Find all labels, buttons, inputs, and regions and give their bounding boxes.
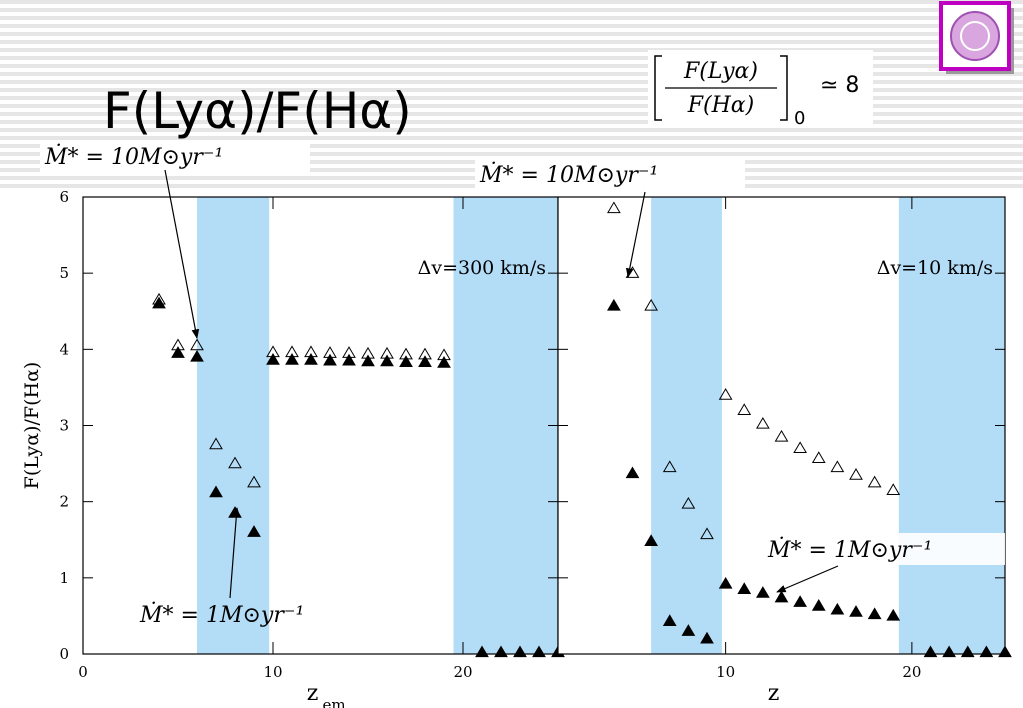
annotation-arrow: [625, 191, 646, 278]
annotations: Ṁ* = 10M⊙yr⁻¹ Ṁ* = 1M⊙yr⁻¹ Ṁ* = 10M⊙yr⁻¹…: [40, 140, 1005, 628]
panel-label: Δv=300 km/s: [418, 257, 546, 279]
data-point: [793, 441, 807, 454]
y-tick-label: 3: [59, 417, 69, 435]
data-point: [152, 296, 166, 309]
data-point: [942, 645, 956, 658]
data-point: [718, 576, 733, 589]
data-point: [644, 298, 658, 311]
data-point: [718, 388, 733, 400]
data-point: [247, 525, 261, 537]
shaded-band: [651, 197, 722, 654]
annotation-arrow: [229, 507, 241, 599]
data-point: [886, 608, 901, 621]
annotation: Ṁ* = 1M⊙yr⁻¹: [139, 601, 304, 628]
shaded-band: [453, 197, 558, 654]
x-tick-label: 20: [453, 663, 472, 681]
data-point: [190, 349, 204, 362]
formula: F(Lyα) F(Hα) 0 ≃ 8: [648, 50, 873, 129]
x-tick-label: 10: [263, 663, 282, 681]
shaded-band: [197, 197, 270, 654]
data-point: [342, 353, 356, 366]
data-point: [625, 466, 640, 479]
data-point: [513, 645, 527, 658]
data-point: [662, 614, 677, 626]
shaded-band: [898, 197, 1005, 654]
data-point: [247, 475, 261, 488]
data-point: [681, 624, 696, 636]
data-point: [607, 298, 621, 311]
data-point: [737, 582, 752, 594]
data-point: [700, 527, 714, 540]
y-tick-label: 1: [59, 569, 69, 587]
x-tick-label: 10: [716, 663, 735, 681]
data-point: [361, 354, 375, 367]
formula-numerator: F(Lyα): [683, 59, 758, 84]
data-point: [793, 595, 807, 607]
y-tick-label: 4: [59, 340, 69, 358]
y-tick-label: 2: [59, 493, 69, 511]
data-point: [266, 353, 280, 365]
data-point: [756, 416, 770, 429]
panel-label: Δv=10 km/s: [877, 257, 993, 279]
annotation: Ṁ* = 1M⊙yr⁻¹: [767, 536, 932, 563]
formula-subscript: 0: [794, 108, 805, 129]
x-axis-label-sub: em: [323, 696, 346, 708]
data-point: [737, 403, 752, 415]
data-point: [475, 645, 489, 658]
data-point: [774, 429, 789, 442]
slide-title: F(Lyα)/F(Hα): [103, 82, 412, 140]
data-point: [867, 475, 882, 488]
data-point: [998, 645, 1012, 658]
data-point: [662, 460, 677, 473]
y-axis-label: F(Lyα)/F(Hα): [21, 362, 43, 490]
data-point: [756, 586, 770, 598]
data-point: [209, 437, 223, 450]
data-point: [418, 355, 432, 367]
data-point: [886, 483, 901, 495]
y-tick-label: 5: [59, 264, 69, 282]
data-point: [774, 590, 789, 603]
data-point: [700, 631, 714, 644]
data-point: [494, 645, 508, 658]
data-point: [923, 645, 938, 658]
data-point: [532, 645, 546, 658]
data-point: [811, 599, 826, 611]
data-point: [960, 645, 975, 658]
x-tick-label: 20: [902, 663, 921, 681]
data-point: [228, 456, 242, 469]
data-point: [849, 468, 863, 480]
annotation-arrow: [776, 565, 839, 593]
logo: [939, 1, 1014, 74]
annotation: Ṁ* = 10M⊙yr⁻¹: [44, 143, 223, 170]
y-tick-label: 6: [59, 188, 69, 206]
data-point: [304, 353, 318, 365]
x-tick-label: 0: [78, 663, 88, 681]
formula-relation: ≃ 8: [820, 73, 859, 98]
data-point: [171, 346, 185, 358]
data-point: [830, 460, 845, 473]
data-point: [285, 353, 299, 365]
data-point: [209, 485, 223, 498]
data-point: [830, 602, 845, 615]
data-point: [979, 645, 994, 658]
annotation-arrow: [164, 169, 200, 339]
data-point: [607, 201, 621, 214]
data-point: [380, 354, 394, 367]
data-point: [190, 338, 204, 351]
data-point: [323, 353, 337, 366]
data-point: [849, 605, 863, 617]
x-axis-label: z: [307, 681, 319, 706]
y-tick-label: 0: [59, 645, 69, 663]
formula-denominator: F(Hα): [687, 93, 754, 118]
data-point: [437, 356, 451, 368]
data-point: [811, 451, 826, 463]
data-point: [399, 355, 413, 367]
data-point: [681, 496, 696, 509]
x-axis-label: z: [768, 681, 780, 706]
data-point: [644, 534, 658, 546]
data-point: [867, 607, 882, 620]
annotation: Ṁ* = 10M⊙yr⁻¹: [479, 161, 658, 188]
